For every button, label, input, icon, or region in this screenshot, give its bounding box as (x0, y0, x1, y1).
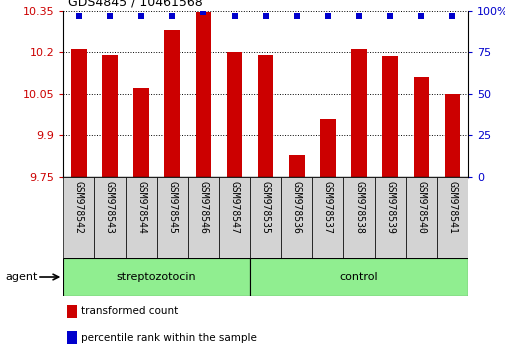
Point (75, 13, 83, 18)
Bar (249, 177, 281, 258)
Point (292, 13, 300, 18)
Bar (133, 88, 148, 177)
Text: GSM978537: GSM978537 (322, 181, 332, 234)
Text: control: control (339, 272, 378, 282)
Bar (312, 177, 343, 258)
Bar (413, 77, 428, 177)
Text: GSM978547: GSM978547 (229, 181, 239, 234)
Bar (164, 30, 180, 177)
Point (261, 13, 269, 18)
Bar (343, 177, 374, 258)
Bar (350, 50, 366, 177)
Bar (67, 331, 77, 344)
Bar (258, 55, 273, 177)
Bar (102, 55, 118, 177)
Point (168, 13, 176, 18)
Text: GSM978542: GSM978542 (74, 181, 84, 234)
Bar (226, 52, 242, 177)
Text: GSM978538: GSM978538 (354, 181, 363, 234)
Bar (67, 305, 77, 318)
Bar (382, 56, 397, 177)
Bar (187, 177, 219, 258)
Bar (249, 258, 467, 296)
Bar (444, 94, 460, 177)
Text: transformed count: transformed count (81, 306, 178, 316)
Text: GDS4845 / 10461568: GDS4845 / 10461568 (68, 0, 203, 9)
Point (106, 13, 114, 18)
Bar (405, 177, 436, 258)
Point (385, 13, 393, 18)
Text: GSM978546: GSM978546 (198, 181, 208, 234)
Point (199, 10, 207, 15)
Bar (288, 155, 304, 177)
Point (417, 13, 425, 18)
Point (447, 13, 456, 18)
Text: GSM978545: GSM978545 (167, 181, 177, 234)
Bar (436, 177, 467, 258)
Text: GSM978539: GSM978539 (384, 181, 394, 234)
Text: GSM978540: GSM978540 (416, 181, 426, 234)
Text: GSM978544: GSM978544 (136, 181, 146, 234)
Bar (281, 177, 312, 258)
Text: percentile rank within the sample: percentile rank within the sample (81, 333, 257, 343)
Bar (195, 12, 211, 177)
Bar (125, 177, 157, 258)
Bar (94, 177, 125, 258)
Text: streptozotocin: streptozotocin (117, 272, 196, 282)
Text: GSM978543: GSM978543 (105, 181, 115, 234)
Bar (219, 177, 249, 258)
Bar (63, 177, 94, 258)
Text: GSM978541: GSM978541 (446, 181, 457, 234)
Bar (374, 177, 405, 258)
Bar (63, 258, 249, 296)
Point (355, 13, 363, 18)
Text: GSM978536: GSM978536 (291, 181, 301, 234)
Point (137, 13, 145, 18)
Bar (71, 50, 86, 177)
Bar (157, 177, 187, 258)
Text: agent: agent (5, 272, 37, 282)
Point (323, 13, 331, 18)
Bar (320, 119, 335, 177)
Point (230, 13, 238, 18)
Text: GSM978535: GSM978535 (260, 181, 270, 234)
